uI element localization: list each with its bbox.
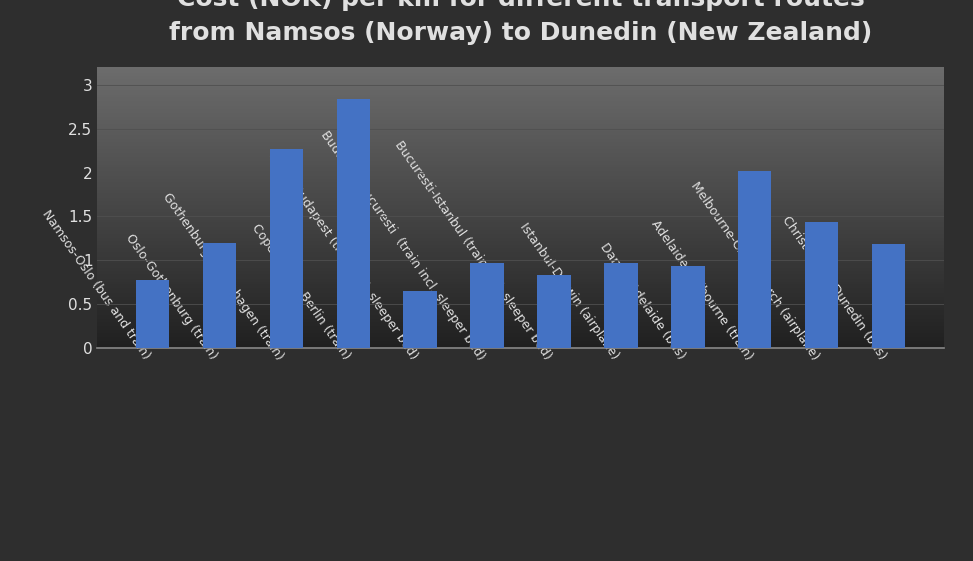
Bar — [805, 222, 839, 348]
Bar — [136, 280, 169, 348]
Bar — [739, 171, 772, 348]
Bar — [470, 263, 504, 348]
Bar — [671, 266, 704, 348]
Bar — [270, 149, 303, 348]
Bar — [537, 275, 571, 348]
Bar — [202, 242, 236, 348]
Bar — [404, 291, 437, 348]
Title: Cost (NOK) per km for different transport routes
from Namsos (Norway) to Dunedin: Cost (NOK) per km for different transpor… — [169, 0, 872, 44]
Bar — [604, 263, 637, 348]
Bar — [872, 243, 905, 348]
Bar — [337, 99, 370, 348]
